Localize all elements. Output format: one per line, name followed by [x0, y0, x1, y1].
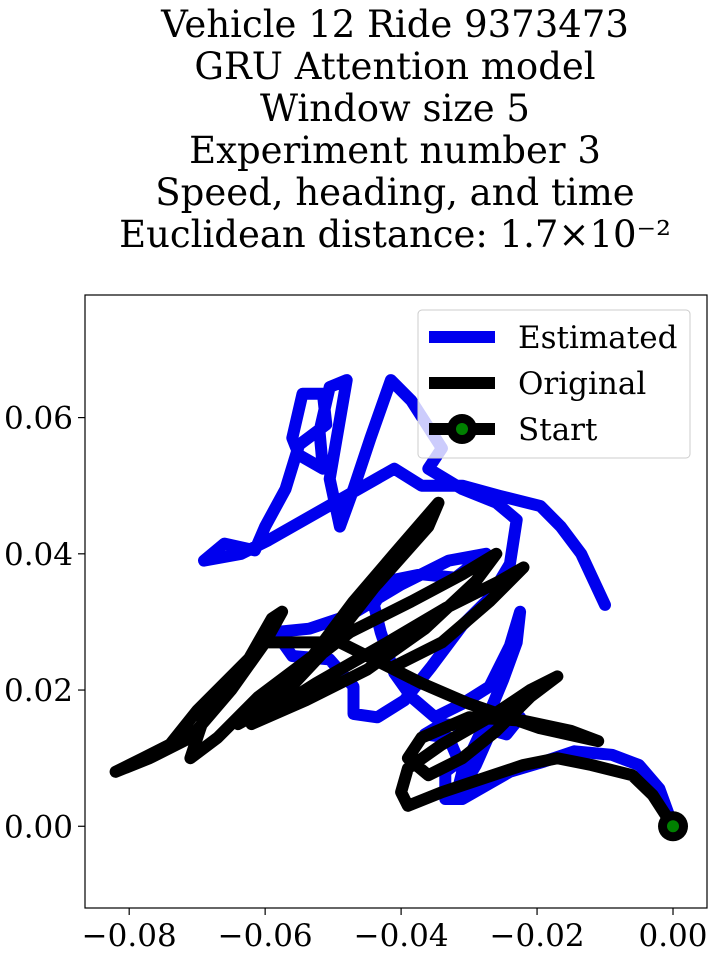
legend-label: Original [518, 366, 646, 402]
x-tick-label: −0.02 [490, 918, 585, 954]
y-tick-label: 0.04 [4, 537, 73, 573]
y-tick-label: 0.02 [4, 673, 73, 709]
x-tick-label: −0.04 [354, 918, 449, 954]
chart-title: Speed, heading, and time [155, 171, 634, 214]
chart-title: Euclidean distance: 1.7×10⁻² [119, 213, 671, 256]
x-tick-label: 0.00 [638, 918, 707, 954]
y-tick-label: 0.00 [4, 809, 73, 845]
axes: −0.08 −0.06 −0.04 −0.02 0.00 0.00 0.02 0.04 0.06 [4, 401, 708, 954]
x-tick-label: −0.06 [218, 918, 313, 954]
x-tick-label: −0.08 [82, 918, 177, 954]
plot-area [109, 374, 689, 842]
chart-title: Vehicle 12 Ride 9373473 [160, 3, 629, 46]
chart-title: GRU Attention model [194, 45, 595, 88]
chart-title: Experiment number 3 [189, 129, 601, 172]
legend: Estimated Original Start [417, 309, 691, 459]
y-tick-label: 0.06 [4, 401, 73, 437]
start-marker-center [667, 820, 680, 833]
chart-title: Window size 5 [260, 87, 530, 130]
axes-frame [84, 294, 708, 909]
legend-label: Estimated [518, 320, 677, 356]
legend-marker-center [456, 423, 468, 435]
series-line [109, 496, 679, 833]
legend-label: Start [518, 412, 598, 448]
legend-box [417, 309, 691, 459]
